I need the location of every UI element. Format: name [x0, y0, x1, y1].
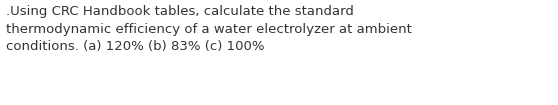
Text: .Using CRC Handbook tables, calculate the standard
thermodynamic efficiency of a: .Using CRC Handbook tables, calculate th… — [6, 5, 411, 53]
